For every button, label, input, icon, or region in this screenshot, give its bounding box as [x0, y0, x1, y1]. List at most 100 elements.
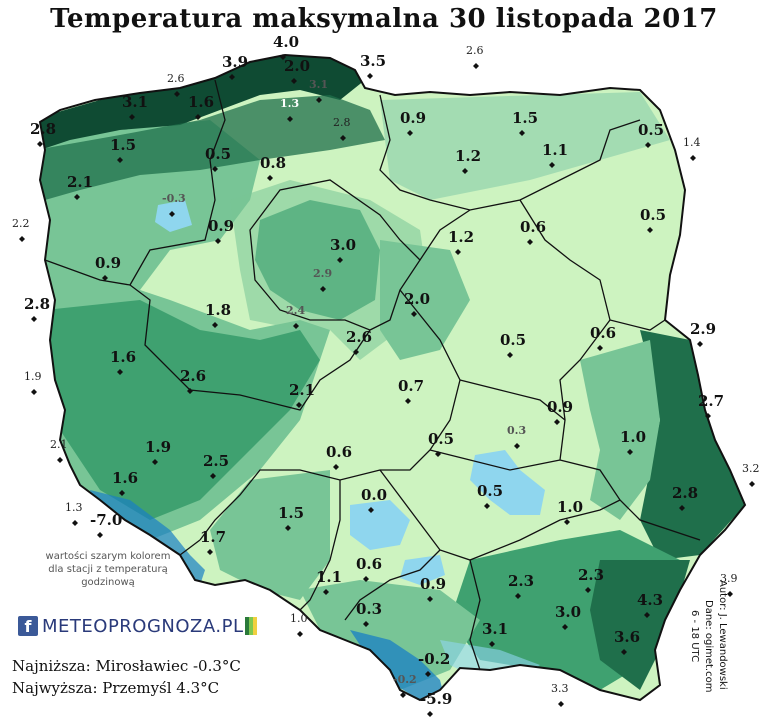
station-marker-icon: [37, 141, 43, 147]
station-marker-icon: [363, 621, 369, 627]
station-marker-icon: [19, 236, 25, 242]
zone-coast-dark: [40, 55, 365, 150]
station-value: 1.8: [205, 301, 232, 319]
station-marker-icon: [489, 641, 495, 647]
station-marker-icon: [320, 286, 326, 292]
station-marker-icon: [427, 596, 433, 602]
station-marker-icon: [296, 402, 302, 408]
zone-medium-south2: [300, 580, 480, 690]
station-value: 3.9: [720, 572, 738, 585]
data-source: Dane: ogimet.com: [703, 600, 714, 693]
station-marker-icon: [195, 114, 201, 120]
zone-north-light: [380, 92, 670, 200]
station-marker-icon: [749, 481, 755, 487]
station-marker-icon: [562, 624, 568, 630]
station-value: 0.5: [477, 482, 504, 500]
station-value: 2.3: [508, 572, 535, 590]
station-value: 0.5: [500, 331, 527, 349]
station-marker-icon: [102, 275, 108, 281]
station-value: 1.2: [455, 147, 482, 165]
station-value: 0.5: [640, 206, 667, 224]
station-value: 0.8: [260, 154, 287, 172]
station-marker-icon: [174, 91, 180, 97]
facebook-icon[interactable]: f: [18, 616, 38, 636]
station-marker-icon: [368, 507, 374, 513]
station-value: 3.9: [222, 53, 249, 71]
station-marker-icon: [285, 525, 291, 531]
station-value: 0.9: [547, 398, 574, 416]
station-value: -7.0: [90, 511, 123, 529]
station-marker-icon: [585, 587, 591, 593]
station-marker-icon: [645, 142, 651, 148]
station-marker-icon: [647, 227, 653, 233]
station-value: 2.9: [690, 320, 717, 338]
station-marker-icon: [621, 649, 627, 655]
station-marker-icon: [515, 593, 521, 599]
station-marker-icon: [473, 63, 479, 69]
station-value: 1.9: [145, 438, 172, 456]
station-value: 2.1: [67, 173, 94, 191]
station-value: 1.7: [200, 528, 227, 546]
zone-medium-east-band: [580, 340, 660, 520]
station-value: 1.1: [542, 141, 569, 159]
zone-dark-west: [45, 300, 320, 520]
station-value: 2.2: [12, 217, 30, 230]
station-value: 2.8: [30, 120, 57, 138]
station-marker-icon: [462, 168, 468, 174]
station-marker-icon: [297, 631, 303, 637]
station-value: 0.9: [400, 109, 427, 127]
station-value: 2.0: [404, 290, 431, 308]
station-marker-icon: [690, 155, 696, 161]
station-value: 0.6: [326, 443, 353, 461]
station-value: 1.5: [278, 504, 305, 522]
station-marker-icon: [337, 257, 343, 263]
station-value: 0.5: [205, 145, 232, 163]
station-value: 0.5: [638, 121, 665, 139]
station-value: 2.6: [167, 72, 185, 85]
station-value: 4.3: [637, 591, 664, 609]
station-marker-icon: [293, 323, 299, 329]
station-value: 2.9: [313, 267, 333, 280]
station-marker-icon: [212, 322, 218, 328]
station-value: 0.9: [420, 575, 447, 593]
station-value: 3.5: [360, 52, 387, 70]
station-marker-icon: [697, 341, 703, 347]
station-marker-icon: [564, 519, 570, 525]
station-marker-icon: [212, 166, 218, 172]
station-marker-icon: [400, 692, 406, 698]
highest-temperature: Najwyższa: Przemyśl 4.3°C: [12, 679, 220, 697]
station-value: 1.3: [280, 97, 300, 110]
station-value: 1.5: [110, 136, 137, 154]
station-value: 1.3: [65, 501, 83, 514]
station-marker-icon: [405, 398, 411, 404]
station-marker-icon: [353, 349, 359, 355]
station-value: 2.1: [289, 381, 316, 399]
station-value: 2.7: [698, 392, 725, 410]
station-marker-icon: [363, 576, 369, 582]
map-title: Temperatura maksymalna 30 listopada 2017: [50, 4, 718, 34]
station-marker-icon: [215, 238, 221, 244]
station-value: 2.3: [578, 566, 605, 584]
station-marker-icon: [280, 54, 286, 60]
station-value: 3.1: [122, 93, 149, 111]
station-marker-icon: [316, 97, 322, 103]
station-value: 1.5: [512, 109, 539, 127]
station-value: 2.8: [24, 295, 51, 313]
zone-medium-east: [380, 240, 470, 360]
station-marker-icon: [427, 711, 433, 717]
station-marker-icon: [558, 701, 564, 707]
station-marker-icon: [627, 449, 633, 455]
legend-note: wartości szarym kolorem dla stacji z tem…: [45, 551, 171, 588]
station-value: 3.1: [482, 620, 509, 638]
author-name: Autor: J. Lewandowski: [717, 580, 728, 690]
zone-cold-lake-2: [470, 450, 545, 515]
station-value: 1.0: [557, 498, 584, 516]
station-marker-icon: [507, 352, 513, 358]
station-value: 1.6: [188, 93, 215, 111]
station-marker-icon: [187, 388, 193, 394]
zone-cold-lake-1: [350, 500, 410, 550]
station-value: 0.3: [356, 600, 383, 618]
station-value: -0.2: [418, 650, 451, 668]
zone-medium-south: [210, 470, 330, 600]
